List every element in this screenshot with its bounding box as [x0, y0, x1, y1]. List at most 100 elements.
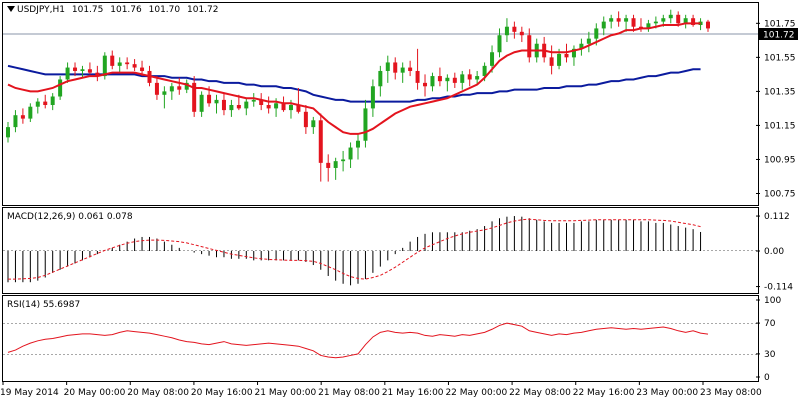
last-price-label-bg	[759, 28, 798, 40]
candle-bull	[594, 28, 599, 39]
price-tick-label: 101.15	[764, 121, 796, 131]
candle-bear	[132, 64, 137, 68]
candle-bull	[609, 18, 614, 22]
candle-bull	[601, 21, 606, 29]
triangle-down-icon	[7, 6, 15, 12]
time-tick-label: 21 May 16:00	[382, 388, 444, 398]
candle-bull	[653, 21, 658, 24]
last-price-label: 101.72	[763, 31, 795, 41]
macd-label: MACD(12,26,9) 0.061 0.078	[7, 212, 133, 222]
candle-bull	[169, 86, 174, 92]
time-x-axis: 19 May 2014 20 May 00:00 20 May 08:00 20 Ma…	[0, 381, 762, 398]
candle-bull	[579, 43, 584, 49]
candle-bull	[35, 101, 40, 107]
candle-bear	[259, 99, 264, 105]
symbol-separator: ,	[49, 5, 53, 15]
time-tick-label: 22 May 00:00	[445, 388, 507, 398]
candle-bear	[281, 103, 286, 111]
candle-bear	[326, 162, 331, 168]
rsi-tick-label: 0	[764, 373, 770, 383]
candle-bear	[549, 57, 554, 66]
candle-bear	[140, 67, 145, 71]
time-tick-label: 21 May 00:00	[255, 388, 317, 398]
time-tick-label: 20 May 08:00	[127, 388, 189, 398]
candle-bull	[497, 35, 502, 53]
candle-bull	[288, 105, 293, 111]
candle-bear	[415, 70, 420, 83]
candle-bear	[452, 77, 457, 83]
candle-bull	[475, 76, 480, 80]
candle-bull	[244, 101, 249, 109]
candle-bull	[586, 38, 591, 44]
candle-bull	[80, 69, 85, 71]
candle-bull	[199, 94, 204, 112]
candle-bull	[624, 18, 629, 22]
candle-bull	[661, 18, 666, 22]
candle-bear	[303, 111, 308, 128]
candle-bear	[423, 82, 428, 87]
ohlc-open: 101.75	[71, 5, 104, 15]
candle-bear	[519, 31, 524, 36]
candle-bull	[65, 67, 70, 80]
candle-bull	[370, 86, 375, 109]
price-tick-label: 101.55	[764, 53, 796, 63]
candle-bull	[683, 18, 688, 24]
time-tick-label: 19 May 2014	[0, 388, 59, 398]
candle-bull	[356, 140, 360, 148]
candle-bear	[318, 120, 323, 163]
ma-slow-line	[7, 64, 701, 103]
candle-bull	[229, 105, 234, 111]
candle-bull	[378, 70, 383, 87]
candle-bull	[58, 79, 63, 97]
macd-tick-label: 0.112	[764, 212, 790, 222]
candle-bull	[460, 74, 465, 83]
price-y-axis: 101.75 101.55 101.35 101.15 100.95 100.75	[756, 19, 796, 199]
candle-bear	[236, 105, 241, 109]
candle-bear	[706, 21, 710, 29]
price-tick-label: 101.35	[764, 87, 796, 97]
candle-bear	[676, 14, 681, 24]
price-tick-label: 101.75	[764, 19, 796, 29]
rsi-tick-label: 100	[764, 296, 781, 306]
candles-group	[6, 9, 710, 182]
candle-bull	[571, 48, 576, 58]
ohlc-close: 101.72	[187, 5, 219, 15]
candle-bull	[363, 108, 368, 141]
price-pane-frame	[2, 2, 759, 206]
ma-fast-line	[7, 22, 701, 135]
time-tick-label: 22 May 08:00	[509, 388, 571, 398]
time-tick-label: 20 May 00:00	[64, 388, 126, 398]
candle-bull	[184, 82, 189, 90]
time-tick-label: 23 May 08:00	[700, 388, 762, 398]
candle-bull	[341, 159, 346, 162]
candle-bear	[154, 82, 159, 95]
time-tick-label: 21 May 08:00	[318, 388, 380, 398]
rsi-tick-label: 30	[764, 350, 776, 360]
candle-bull	[117, 62, 122, 66]
candle-bear	[73, 67, 78, 71]
rsi-y-axis: 100 70 30 0	[756, 296, 781, 383]
candle-bull	[251, 99, 256, 102]
candle-bear	[221, 99, 226, 111]
rsi-pane-frame	[2, 295, 759, 382]
rsi-label: RSI(14) 55.6987	[7, 300, 80, 310]
candle-bear	[393, 62, 398, 73]
candle-bull	[445, 77, 450, 82]
candle-bull	[214, 99, 219, 104]
candle-bull	[482, 65, 487, 77]
candle-bear	[296, 105, 301, 112]
candle-bear	[43, 101, 48, 105]
time-tick-label: 20 May 16:00	[191, 388, 253, 398]
candle-bear	[512, 26, 517, 32]
candle-bull	[400, 67, 405, 73]
candle-bear	[437, 76, 442, 82]
candle-bear	[20, 115, 25, 119]
candle-bear	[564, 53, 569, 58]
rsi-line	[7, 322, 709, 359]
candle-bull	[385, 62, 390, 71]
candle-bear	[527, 35, 532, 58]
candle-bull	[490, 52, 495, 66]
candle-bull	[311, 120, 316, 128]
candle-bear	[616, 18, 621, 22]
